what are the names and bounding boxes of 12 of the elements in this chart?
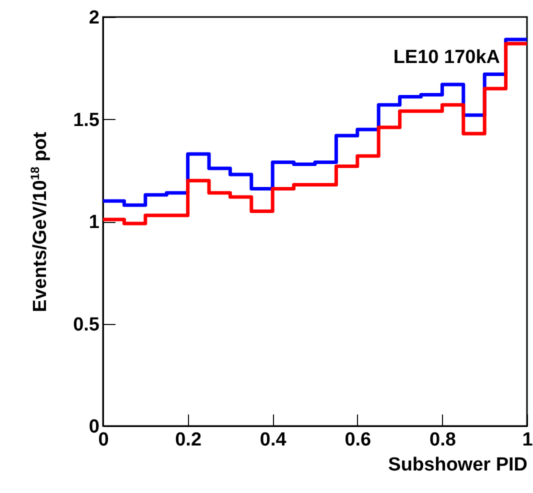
x-tick-label: 0.6 [344,430,372,450]
y-tick-label: 2 [88,8,100,28]
y-tick-label: 0.5 [73,314,100,336]
y-tick-label: 1.5 [73,110,100,131]
x-tick-label: 0.8 [429,430,456,450]
annotation: LE10 170kA [393,47,500,68]
y-tick-label: 0 [88,416,100,438]
x-axis-title: Subshower PID [388,454,528,476]
y-tick-label: 1 [88,212,100,233]
x-tick-label: 0.4 [260,430,287,450]
x-tick-label: 0.2 [175,430,202,450]
x-tick-label: 1 [522,430,533,450]
